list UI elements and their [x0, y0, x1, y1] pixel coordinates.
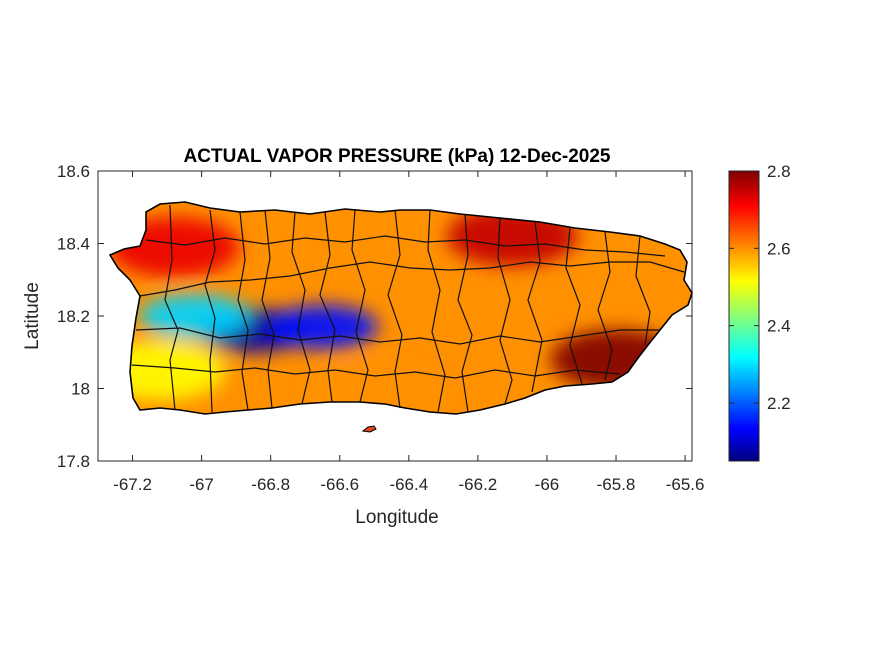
x-tick-label: -66.8	[251, 475, 290, 494]
caja-de-muertos-island	[361, 425, 377, 433]
x-tick-label: -65.6	[666, 475, 705, 494]
colorbar-tick-label: 2.8	[767, 162, 791, 181]
field-minimum	[267, 304, 378, 349]
municipality-boundary	[139, 261, 685, 297]
municipality-boundary	[131, 364, 621, 379]
y-tick-label: 17.8	[57, 452, 90, 471]
municipality-boundary	[204, 209, 216, 413]
municipality-boundary	[135, 327, 660, 345]
island-coastline	[108, 201, 693, 415]
municipality-boundary	[597, 231, 613, 381]
municipality-boundary	[635, 235, 651, 346]
x-axis-label: Longitude	[355, 507, 438, 528]
x-tick-label: -66	[535, 475, 560, 494]
municipality-boundary	[261, 209, 275, 409]
y-tick-label: 18.2	[57, 307, 90, 326]
municipality-boundary	[237, 211, 249, 411]
x-axis: -67.2 -67 -66.8 -66.6 -66.4 -66.2 -66 -65.8 -65.…	[113, 171, 704, 494]
municipality-boundary	[291, 211, 311, 405]
colorbar	[728, 170, 760, 462]
x-tick-label: -67	[189, 475, 214, 494]
municipality-boundary	[527, 221, 543, 393]
municipality-boundary	[457, 213, 473, 413]
y-axis: 18.6 18.4 18.2 18 17.8	[57, 162, 692, 471]
colorbar-tick-label: 2.6	[767, 239, 791, 258]
colorbar-tick-label: 2.4	[767, 317, 791, 336]
y-tick-label: 18.6	[57, 162, 90, 181]
map-title: ACTUAL VAPOR PRESSURE (kPa) 12-Dec-2025	[184, 146, 611, 167]
colorbar-ticks: 2.8 2.6 2.4 2.2	[729, 162, 791, 413]
municipality-boundary	[145, 235, 666, 257]
municipality-boundary	[164, 204, 179, 411]
municipality-boundary	[427, 209, 446, 413]
x-tick-label: -66.2	[459, 475, 498, 494]
x-tick-label: -67.2	[113, 475, 152, 494]
municipality-boundary	[497, 217, 513, 405]
municipality-boundary	[565, 227, 583, 385]
colorbar-tick-label: 2.2	[767, 394, 791, 413]
municipality-boundaries	[131, 204, 685, 413]
y-tick-label: 18	[71, 380, 90, 399]
y-axis-label: Latitude	[22, 282, 43, 350]
islets	[361, 425, 377, 433]
municipality-boundary	[387, 209, 403, 409]
x-tick-label: -65.8	[597, 475, 636, 494]
municipality-boundary	[319, 211, 336, 403]
x-tick-label: -66.6	[320, 475, 359, 494]
x-tick-label: -66.4	[389, 475, 428, 494]
y-tick-label: 18.4	[57, 235, 90, 254]
